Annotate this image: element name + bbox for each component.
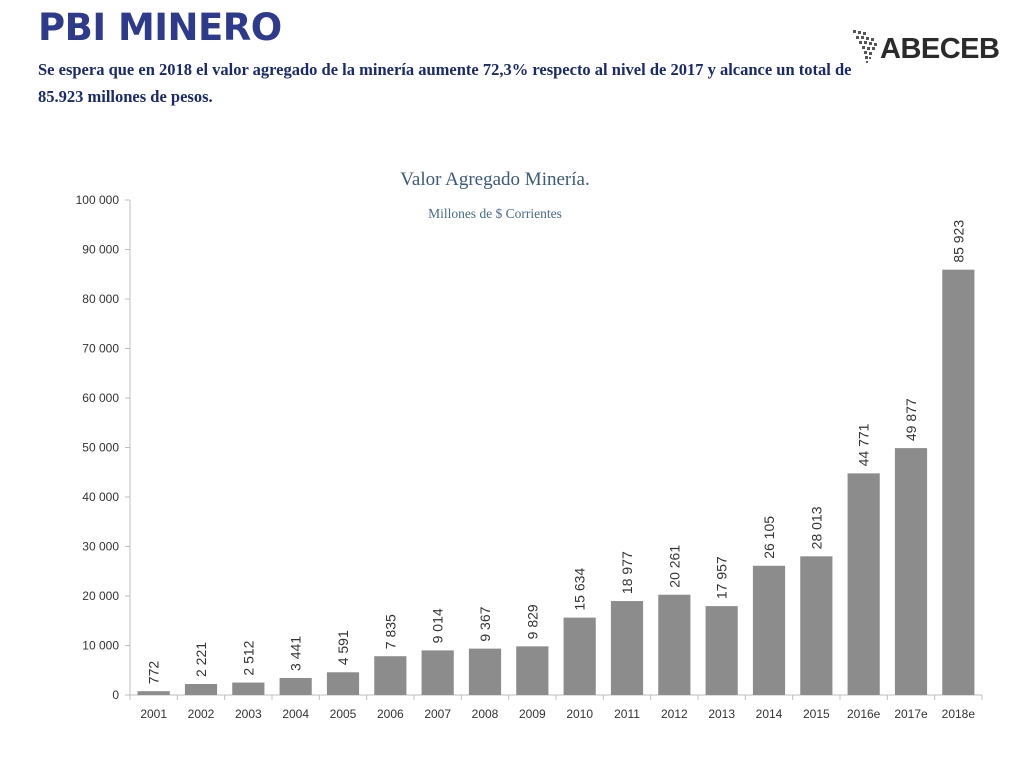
bar-2010 — [563, 617, 596, 695]
x-tick-label: 2005 — [330, 707, 357, 721]
x-tick-label: 2004 — [282, 707, 309, 721]
x-tick-label: 2001 — [140, 707, 167, 721]
page-title: PBI MINERO — [38, 6, 282, 49]
y-tick-label: 70 000 — [82, 342, 119, 356]
bar-2003 — [232, 682, 265, 695]
data-label: 20 261 — [666, 545, 682, 588]
logo-text: ABECEB — [880, 33, 1000, 65]
y-tick-label: 10 000 — [82, 639, 119, 653]
x-tick-label: 2008 — [472, 707, 499, 721]
data-label: 4 591 — [335, 630, 351, 665]
chart-subtitle: Millones de $ Corrientes — [428, 206, 562, 221]
bar-2017e — [894, 448, 928, 695]
bar-2001 — [137, 691, 170, 695]
x-tick-label: 2014 — [756, 707, 783, 721]
bar-2013 — [705, 606, 738, 695]
page-subtitle: Se espera que en 2018 el valor agregado … — [38, 60, 852, 106]
data-label: 18 977 — [619, 551, 635, 594]
y-axis: 0 10 000 20 000 30 000 40 000 50 000 60 000 70 … — [76, 193, 131, 702]
value-labels-group: 772 2 221 2 512 3 441 4 591 7 835 9 014 9 367 9 … — [146, 220, 967, 685]
x-tick-label: 2015 — [803, 707, 830, 721]
data-label: 26 105 — [761, 516, 777, 559]
y-tick-label: 50 000 — [82, 441, 119, 455]
x-tick-label: 2012 — [661, 707, 688, 721]
bar-2014 — [752, 565, 786, 695]
x-tick-label: 2017e — [894, 707, 928, 721]
data-label: 44 771 — [856, 423, 872, 466]
bar-chart: Valor Agregado Minería. Millones de $ Co… — [76, 169, 983, 721]
data-label: 3 441 — [288, 636, 304, 671]
bar-2002 — [184, 684, 218, 695]
bar-2012 — [658, 594, 691, 695]
y-tick-label: 40 000 — [82, 490, 119, 504]
bar-2009 — [516, 646, 549, 695]
x-tick-label: 2013 — [708, 707, 735, 721]
data-label: 17 957 — [714, 556, 730, 599]
x-tick-label: 2002 — [188, 707, 215, 721]
y-tick-label: 80 000 — [82, 292, 119, 306]
bar-2011 — [610, 601, 644, 695]
data-label: 85 923 — [950, 220, 966, 263]
abeceb-logo: ABECEB — [850, 28, 1000, 74]
bar-2008 — [468, 648, 502, 695]
data-label: 15 634 — [572, 568, 588, 611]
data-label: 9 014 — [430, 608, 446, 643]
logo-map-icon — [853, 30, 877, 63]
x-tick-label: 2006 — [377, 707, 404, 721]
y-tick-label: 30 000 — [82, 540, 119, 554]
data-label: 49 877 — [903, 398, 919, 441]
y-tick-label: 60 000 — [82, 391, 119, 405]
x-axis: 2001 2002 2003 2004 2005 2006 2007 2008 2009 2010… — [129, 694, 983, 721]
x-tick-label: 2009 — [519, 707, 546, 721]
bar-2016e — [847, 473, 880, 695]
bar-2018e — [942, 269, 975, 695]
data-label: 2 221 — [193, 642, 209, 677]
chart-title: Valor Agregado Minería. — [400, 169, 589, 190]
x-tick-label: 2018e — [942, 707, 976, 721]
x-tick-label: 2003 — [235, 707, 262, 721]
data-label: 772 — [146, 661, 162, 685]
bars-group — [137, 269, 975, 695]
data-label: 9 829 — [524, 604, 540, 639]
y-tick-label: 0 — [112, 688, 119, 702]
x-tick-label: 2007 — [424, 707, 451, 721]
x-tick-label: 2010 — [566, 707, 593, 721]
data-label: 7 835 — [382, 614, 398, 649]
bar-2006 — [374, 656, 407, 695]
y-tick-label: 100 000 — [76, 193, 120, 207]
bar-2005 — [326, 672, 360, 695]
y-tick-label: 20 000 — [82, 589, 119, 603]
data-label: 28 013 — [808, 506, 824, 549]
x-tick-label: 2016e — [847, 707, 881, 721]
y-tick-label: 90 000 — [82, 243, 119, 257]
bar-2004 — [279, 677, 312, 695]
bar-2007 — [421, 650, 454, 695]
x-tick-label: 2011 — [614, 707, 640, 721]
data-label: 2 512 — [240, 640, 256, 675]
data-label: 9 367 — [477, 606, 493, 641]
bar-2015 — [800, 556, 833, 695]
